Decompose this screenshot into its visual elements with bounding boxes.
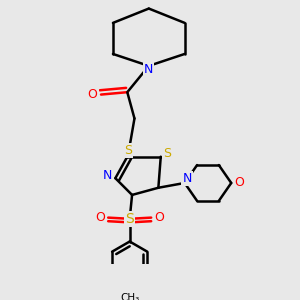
Text: N: N [182, 172, 192, 185]
Text: CH₃: CH₃ [120, 293, 139, 300]
Text: N: N [144, 63, 154, 76]
Text: O: O [154, 211, 164, 224]
Text: O: O [95, 211, 105, 224]
Text: O: O [88, 88, 98, 101]
Text: S: S [124, 144, 133, 157]
Text: S: S [125, 212, 134, 226]
Text: O: O [235, 176, 244, 190]
Text: N: N [102, 169, 112, 182]
Text: S: S [163, 147, 171, 160]
